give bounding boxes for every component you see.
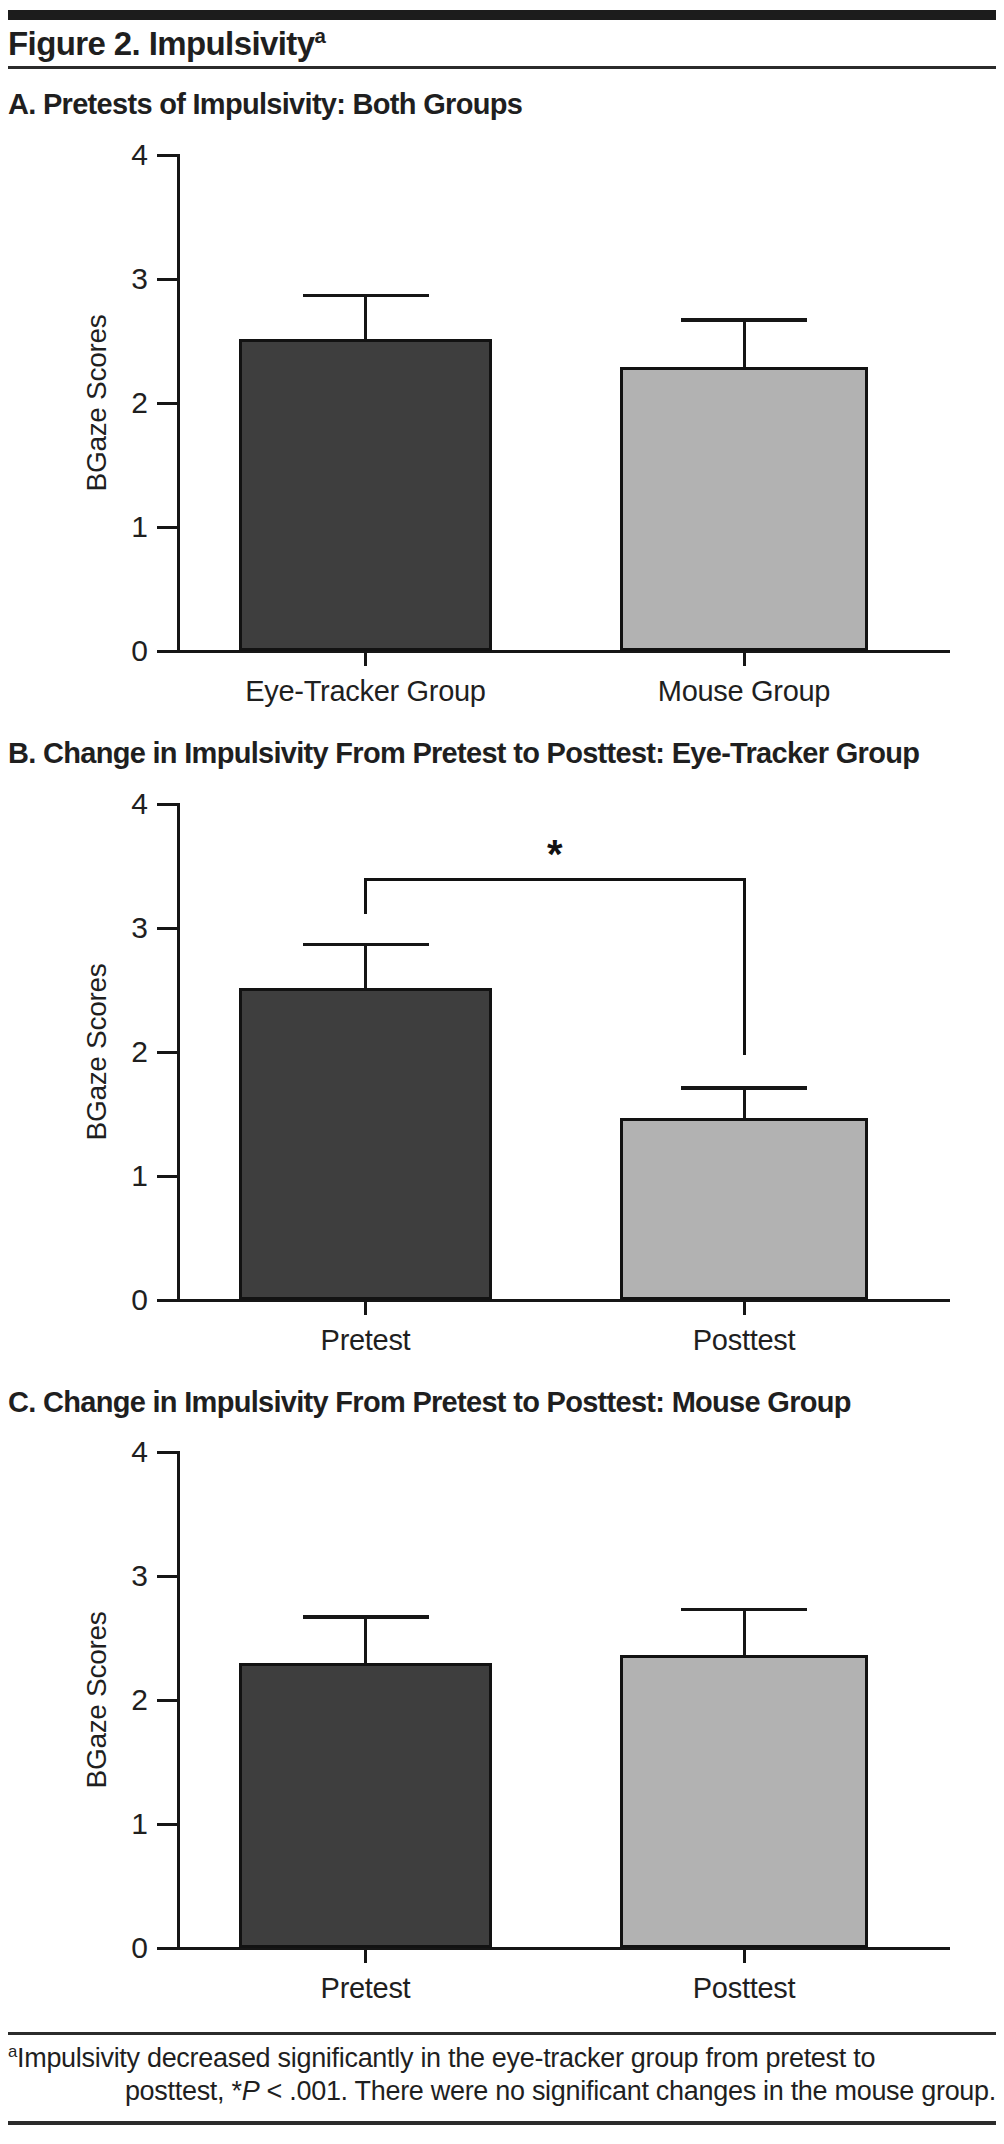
panel-b-significance-asterisk: * <box>525 832 585 876</box>
panel-a-x-tick-eye-tracker-group <box>364 653 367 666</box>
panel-b-y-tick-label-4: 4 <box>78 786 148 822</box>
panel-a-x-tick-mouse-group <box>743 653 746 666</box>
footnote-line-2: posttest, *P < .001. There were no signi… <box>8 2076 996 2107</box>
panel-a-y-tick-4 <box>157 154 177 157</box>
panel-a-bar-eye-tracker-group <box>239 339 492 651</box>
panel-b-category-label-pretest: Pretest <box>206 1324 526 1357</box>
panel-b-x-tick-posttest <box>743 1302 746 1315</box>
panel-c-error-bar-line-pretest <box>364 1617 367 1663</box>
figure-page: Figure 2. Impulsivitya A. Pretests of Im… <box>0 0 1004 2144</box>
panel-b-error-bar-cap-posttest <box>681 1086 807 1090</box>
panel-c-y-tick-2 <box>157 1699 177 1702</box>
panel-b-y-axis-label: BGaze Scores <box>79 902 115 1202</box>
panel-a-y-tick-label-4: 4 <box>78 137 148 173</box>
panel-c-error-bar-cap-posttest <box>681 1608 807 1612</box>
panel-b-y-tick-3 <box>157 927 177 930</box>
footnote-rule-top <box>8 2032 996 2035</box>
panel-b-y-axis-line <box>177 803 180 1302</box>
panel-a-y-tick-2 <box>157 402 177 405</box>
footnote-line2-suffix: < .001. There were no significant change… <box>259 2076 996 2106</box>
panel-b-significance-bracket-top <box>364 878 746 881</box>
footnote-line-1: aImpulsivity decreased significantly in … <box>8 2042 996 2074</box>
panel-a-error-bar-line-eye-tracker-group <box>364 295 367 338</box>
panel-c-y-axis-label: BGaze Scores <box>79 1550 115 1850</box>
footnote-rule-bottom <box>8 2121 996 2125</box>
panel-c-y-tick-1 <box>157 1823 177 1826</box>
panel-b-error-bar-line-posttest <box>743 1088 746 1118</box>
panel-c-bar-posttest <box>620 1655 868 1948</box>
panel-c-y-tick-label-4: 4 <box>78 1434 148 1470</box>
panel-c-x-tick-pretest <box>364 1950 367 1963</box>
panel-c-error-bar-cap-pretest <box>303 1615 429 1619</box>
panel-c-bar-pretest <box>239 1663 492 1948</box>
panel-b-title: B. Change in Impulsivity From Pretest to… <box>8 737 919 770</box>
panel-b-category-label-posttest: Posttest <box>584 1324 904 1357</box>
panel-b-error-bar-line-pretest <box>364 944 367 987</box>
figure-title-superscript: a <box>314 24 325 47</box>
panel-b-y-tick-2 <box>157 1051 177 1054</box>
panel-c-y-tick-3 <box>157 1575 177 1578</box>
panel-a-y-tick-3 <box>157 278 177 281</box>
figure-title-text: Figure 2. Impulsivity <box>8 25 314 62</box>
top-rule-thick <box>8 10 996 20</box>
panel-a-y-tick-label-0: 0 <box>78 633 148 669</box>
panel-b-x-tick-pretest <box>364 1302 367 1315</box>
figure-title: Figure 2. Impulsivitya <box>8 24 996 63</box>
panel-b-y-tick-label-0: 0 <box>78 1282 148 1318</box>
panel-b-bar-posttest <box>620 1118 868 1300</box>
panel-a-category-label-eye-tracker-group: Eye-Tracker Group <box>206 675 526 708</box>
panel-a-y-axis-label: BGaze Scores <box>79 253 115 553</box>
panel-b-bar-pretest <box>239 988 492 1300</box>
panel-a-error-bar-cap-mouse-group <box>681 318 807 322</box>
footnote-line2-prefix: posttest, * <box>125 2076 242 2106</box>
panel-c-y-tick-4 <box>157 1451 177 1454</box>
footnote-p-italic: P <box>242 2076 260 2106</box>
panel-a-title: A. Pretests of Impulsivity: Both Groups <box>8 88 522 121</box>
panel-a-bar-mouse-group <box>620 367 868 651</box>
panel-a-category-label-mouse-group: Mouse Group <box>584 675 904 708</box>
footnote-line1-text: Impulsivity decreased significantly in t… <box>17 2043 875 2073</box>
panel-b-significance-bracket-right <box>743 878 746 1055</box>
panel-b-y-tick-4 <box>157 803 177 806</box>
panel-b-y-tick-1 <box>157 1175 177 1178</box>
panel-a-y-axis-line <box>177 154 180 653</box>
panel-c-y-tick-label-0: 0 <box>78 1930 148 1966</box>
panel-c-y-axis-line <box>177 1451 180 1950</box>
panel-b-error-bar-cap-pretest <box>303 943 429 947</box>
footnote-superscript: a <box>8 2042 17 2061</box>
panel-a-error-bar-line-mouse-group <box>743 320 746 367</box>
panel-c-category-label-posttest: Posttest <box>584 1972 904 2005</box>
title-rule <box>8 66 996 69</box>
panel-a-y-tick-1 <box>157 526 177 529</box>
panel-c-error-bar-line-posttest <box>743 1609 746 1655</box>
panel-c-category-label-pretest: Pretest <box>206 1972 526 2005</box>
panel-b-significance-bracket-left <box>364 878 367 914</box>
panel-a-error-bar-cap-eye-tracker-group <box>303 294 429 298</box>
panel-c-title: C. Change in Impulsivity From Pretest to… <box>8 1386 851 1419</box>
panel-c-x-tick-posttest <box>743 1950 746 1963</box>
